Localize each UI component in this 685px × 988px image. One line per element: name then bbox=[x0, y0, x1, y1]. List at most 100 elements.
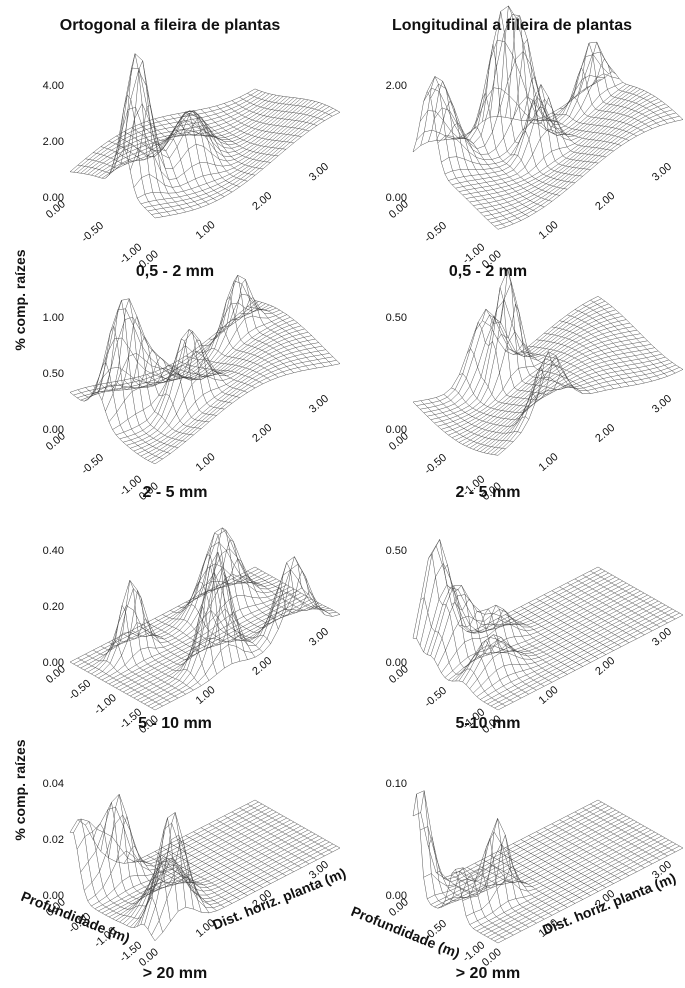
surface-mesh bbox=[480, 357, 665, 452]
surface-mesh bbox=[467, 128, 552, 201]
z-tick-label: 0.50 bbox=[386, 312, 407, 324]
z-tick-label: 2.00 bbox=[386, 80, 407, 92]
z-tick-label: 1.00 bbox=[43, 312, 64, 324]
distance-tick-label: 1.00 bbox=[537, 219, 561, 242]
surface-mesh bbox=[109, 794, 194, 909]
distance-tick-label: 2.00 bbox=[250, 190, 274, 213]
surface-mesh bbox=[116, 136, 201, 207]
surface-mesh bbox=[434, 74, 619, 155]
distance-axis-label: Dist. horiz. planta (m) bbox=[210, 865, 348, 933]
panel: 0.100.000.00-0.50-1.000.001.002.003.00> … bbox=[386, 778, 683, 982]
distance-tick-label: 1.00 bbox=[194, 219, 218, 242]
surface-mesh bbox=[78, 363, 163, 459]
surface-mesh bbox=[495, 352, 680, 455]
distance-tick-label: 2.00 bbox=[250, 422, 274, 445]
surface-mesh bbox=[452, 88, 637, 185]
surface-mesh bbox=[420, 804, 605, 882]
z-tick-label: 0.40 bbox=[43, 545, 64, 557]
surface-mesh bbox=[459, 818, 644, 884]
surface-mesh bbox=[467, 348, 552, 406]
distance-tick-label: 1.00 bbox=[537, 451, 561, 474]
depth-tick-label: -0.50 bbox=[79, 220, 106, 245]
surface-mesh bbox=[193, 349, 278, 378]
distance-tick-label: 1.00 bbox=[194, 684, 218, 707]
surface-mesh bbox=[452, 137, 537, 212]
surface-mesh bbox=[421, 76, 506, 227]
surface-mesh bbox=[482, 287, 567, 394]
surface-mesh bbox=[583, 42, 668, 123]
surface-mesh bbox=[475, 93, 560, 195]
surface-mesh bbox=[95, 530, 280, 676]
surface-mesh bbox=[232, 101, 317, 126]
panel: 0.500.000.00-0.50-1.000.001.002.003.005-… bbox=[386, 539, 683, 736]
surface-mesh bbox=[413, 402, 498, 455]
z-tick-label: 4.00 bbox=[43, 80, 64, 92]
surface-mesh bbox=[421, 598, 506, 706]
panel: 2.000.000.00-0.50-1.000.001.002.003.000,… bbox=[386, 6, 683, 280]
surface-mesh bbox=[155, 848, 340, 941]
panel-caption: 5 - 10 mm bbox=[138, 715, 212, 732]
z-tick-label: 0.04 bbox=[43, 778, 64, 790]
surface-mesh bbox=[93, 61, 178, 214]
distance-tick-label: 1.00 bbox=[537, 684, 561, 707]
panel-caption: > 20 mm bbox=[456, 965, 520, 982]
column-title: Longitudinal a fileira de plantas bbox=[392, 17, 632, 34]
figure: Ortogonal a fileira de plantas Longitudin… bbox=[0, 0, 685, 988]
surface-mesh bbox=[490, 11, 575, 182]
panel: 0.040.020.000.00-0.50-1.00-1.500.001.002… bbox=[43, 778, 340, 982]
z-tick-label: 0.20 bbox=[43, 601, 64, 613]
surface-mesh bbox=[421, 791, 506, 939]
surface-mesh bbox=[70, 89, 255, 172]
depth-tick-label: -0.50 bbox=[79, 452, 106, 477]
depth-tick-label: -1.00 bbox=[92, 692, 119, 717]
distance-tick-label: 3.00 bbox=[307, 161, 331, 184]
surface-mesh bbox=[420, 301, 605, 409]
panel-caption: 2 - 5 mm bbox=[456, 484, 521, 501]
surface-mesh bbox=[127, 101, 312, 169]
distance-tick-label: 2.00 bbox=[250, 655, 274, 678]
distance-tick-label: 2.00 bbox=[593, 655, 617, 678]
depth-tick-label: -0.50 bbox=[67, 678, 94, 703]
surface-mesh bbox=[123, 71, 308, 159]
panel-caption: 2 - 5 mm bbox=[143, 484, 208, 501]
distance-tick-label: 3.00 bbox=[650, 161, 674, 184]
panel: 1.000.500.000.00-0.50-1.000.001.002.003.… bbox=[43, 275, 340, 503]
z-tick-label: 0.50 bbox=[386, 545, 407, 557]
surface-mesh bbox=[470, 348, 655, 448]
surface-mesh bbox=[170, 115, 255, 175]
surface-mesh bbox=[452, 388, 537, 420]
depth-axis-label: Profundidade (m) bbox=[349, 903, 462, 961]
distance-tick-label: 3.00 bbox=[650, 626, 674, 649]
surface-mesh bbox=[141, 105, 326, 204]
surface-mesh bbox=[444, 123, 529, 217]
surface-mesh bbox=[413, 794, 498, 943]
surface-mesh bbox=[466, 94, 651, 198]
panel: 4.002.000.000.00-0.50-1.000.001.002.003.… bbox=[43, 54, 340, 280]
z-tick-label: 2.00 bbox=[43, 136, 64, 148]
surface-mesh bbox=[155, 112, 340, 218]
surface-mesh bbox=[134, 603, 319, 698]
panel-caption: 0,5 - 2 mm bbox=[136, 263, 214, 280]
panel: 0.500.000.00-0.50-1.000.001.002.003.002 … bbox=[386, 270, 683, 504]
surface-mesh bbox=[491, 113, 676, 223]
surface-mesh bbox=[428, 554, 513, 702]
surface-mesh bbox=[74, 90, 259, 172]
distance-tick-label: 2.00 bbox=[593, 190, 617, 213]
panel-caption: 0,5 - 2 mm bbox=[449, 263, 527, 280]
surface-mesh bbox=[155, 575, 240, 661]
surface-mesh bbox=[490, 270, 575, 390]
panel-caption: > 20 mm bbox=[143, 965, 207, 982]
surface-mesh bbox=[459, 137, 544, 207]
distance-tick-label: 2.00 bbox=[593, 422, 617, 445]
surface-mesh bbox=[434, 579, 619, 660]
z-axis-label: % comp. raízes bbox=[12, 739, 28, 840]
surface-mesh bbox=[70, 800, 255, 863]
z-tick-label: 0.02 bbox=[43, 834, 64, 846]
distance-tick-label: 3.00 bbox=[650, 393, 674, 416]
column-title: Ortogonal a fileira de plantas bbox=[60, 17, 281, 34]
surface-mesh bbox=[544, 333, 629, 386]
distance-tick-label: 1.00 bbox=[194, 451, 218, 474]
surface-mesh bbox=[247, 307, 332, 366]
surface-mesh bbox=[124, 350, 209, 422]
z-tick-label: 0.50 bbox=[43, 368, 64, 380]
